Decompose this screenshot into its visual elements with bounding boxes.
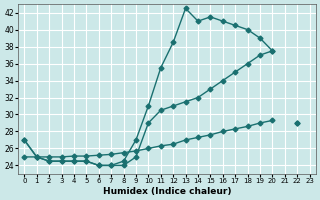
X-axis label: Humidex (Indice chaleur): Humidex (Indice chaleur): [103, 187, 231, 196]
